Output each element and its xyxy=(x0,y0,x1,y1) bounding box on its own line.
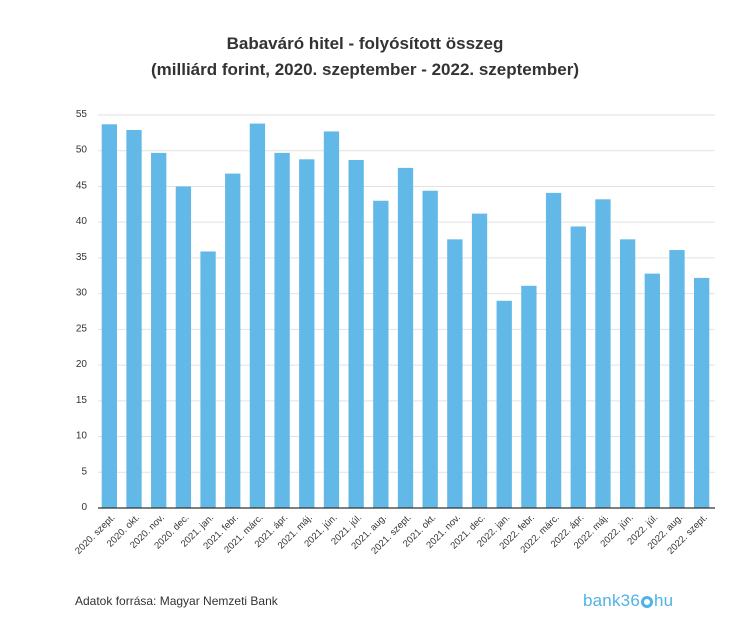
y-tick-label: 35 xyxy=(76,252,88,263)
bar xyxy=(595,199,611,509)
bar xyxy=(126,130,142,509)
y-tick-label: 5 xyxy=(81,466,87,477)
chart-title-line2: (milliárd forint, 2020. szeptember - 202… xyxy=(151,60,579,79)
bar xyxy=(299,159,315,508)
bar xyxy=(570,226,586,508)
bank360-logo: bank36 hu xyxy=(583,591,673,611)
bar xyxy=(274,152,290,508)
bar xyxy=(225,173,241,509)
bar xyxy=(644,273,660,508)
bar xyxy=(669,250,685,509)
bar xyxy=(471,213,488,508)
bar xyxy=(422,190,438,508)
y-tick-label: 0 xyxy=(81,502,87,513)
logo-text-after: hu xyxy=(653,591,674,610)
bar xyxy=(249,123,266,508)
y-tick-label: 10 xyxy=(76,431,88,442)
bar xyxy=(496,300,512,508)
y-tick-label: 40 xyxy=(76,216,88,227)
bar xyxy=(694,277,710,508)
bar xyxy=(373,200,389,508)
y-tick-label: 25 xyxy=(76,323,88,334)
y-tick-label: 55 xyxy=(76,109,88,120)
bar xyxy=(200,251,216,508)
chart-title-line1: Babaváró hitel - folyósított összeg xyxy=(226,34,504,53)
bar xyxy=(151,152,167,508)
data-source-note: Adatok forrása: Magyar Nemzeti Bank xyxy=(75,594,278,608)
y-tick-label: 20 xyxy=(76,359,88,370)
logo-text-before: bank36 xyxy=(583,591,640,610)
bar xyxy=(348,160,364,508)
y-tick-label: 45 xyxy=(76,180,88,191)
bar xyxy=(101,124,117,508)
bar xyxy=(521,285,537,508)
bar xyxy=(323,131,340,508)
y-tick-label: 50 xyxy=(76,145,88,156)
y-tick-label: 15 xyxy=(76,395,88,406)
bar xyxy=(619,239,636,508)
y-tick-label: 30 xyxy=(76,288,88,299)
bar xyxy=(175,186,192,509)
bar xyxy=(447,239,463,508)
logo-ring-icon xyxy=(640,596,653,608)
bar xyxy=(545,192,562,509)
bar xyxy=(397,167,414,509)
